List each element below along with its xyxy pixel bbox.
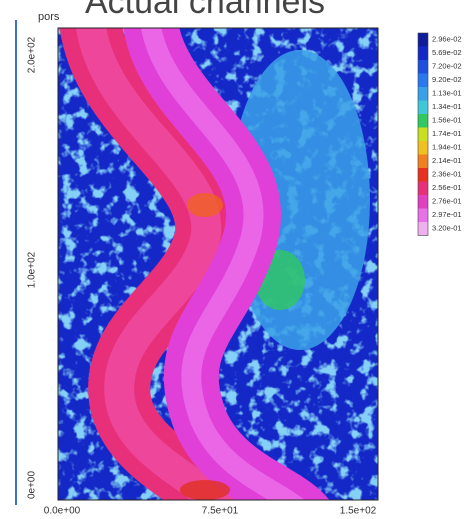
- colorbar-swatch: [418, 168, 428, 182]
- colorbar-label: 2.36e-01: [432, 170, 462, 179]
- colorbar-label: 7.20e-02: [432, 62, 462, 71]
- colorbar-label: 3.20e-01: [432, 224, 462, 233]
- heatmap: [58, 20, 378, 519]
- colorbar-label: 1.13e-01: [432, 89, 462, 98]
- colorbar-label: 1.56e-01: [432, 116, 462, 125]
- y-tick-label: 2.0e+02: [27, 36, 38, 73]
- colorbar-swatch: [418, 128, 428, 142]
- colorbar-swatch: [418, 141, 428, 155]
- colorbar-label: 2.76e-01: [432, 197, 462, 206]
- colorbar-swatch: [418, 222, 428, 236]
- colorbar-label: 9.20e-02: [432, 75, 462, 84]
- colorbar-swatch: [418, 33, 428, 47]
- colorbar-swatch: [418, 114, 428, 128]
- colorbar-swatch: [418, 195, 428, 209]
- y-tick-label: 1.0e+02: [27, 251, 38, 288]
- colorbar-swatch: [418, 60, 428, 74]
- colorbar-swatch: [418, 101, 428, 115]
- colorbar-label: 1.94e-01: [432, 143, 462, 152]
- colorbar-swatch: [418, 74, 428, 88]
- variable-label: pors: [38, 11, 60, 23]
- colorbar-swatch: [418, 155, 428, 169]
- colorbar-label: 2.97e-01: [432, 210, 462, 219]
- x-tick-label: 7.5e+01: [202, 506, 239, 517]
- colorbar-swatch: [418, 47, 428, 61]
- y-tick-label: 0e+00: [27, 471, 38, 500]
- x-tick-label: 0.0e+00: [44, 506, 81, 517]
- colorbar-label: 2.14e-01: [432, 156, 462, 165]
- colorbar-swatch: [418, 87, 428, 101]
- colorbar-label: 1.34e-01: [432, 102, 462, 111]
- colorbar-label: 2.56e-01: [432, 183, 462, 192]
- title: Actual channels: [85, 0, 325, 21]
- colorbar-label: 1.74e-01: [432, 129, 462, 138]
- colorbar-label: 5.69e-02: [432, 48, 462, 57]
- colorbar-swatch: [418, 209, 428, 223]
- colorbar: 2.96e-02 5.69e-02 7.20e-02 9.20e-02 1.13e-01…: [418, 33, 462, 236]
- screenshot: Actual channels pors 0.0e+00 7.5e+01 1.5e+…: [0, 0, 470, 519]
- colorbar-swatch: [418, 182, 428, 196]
- x-tick-label: 1.5e+02: [340, 506, 377, 517]
- colorbar-label: 2.96e-02: [432, 35, 462, 44]
